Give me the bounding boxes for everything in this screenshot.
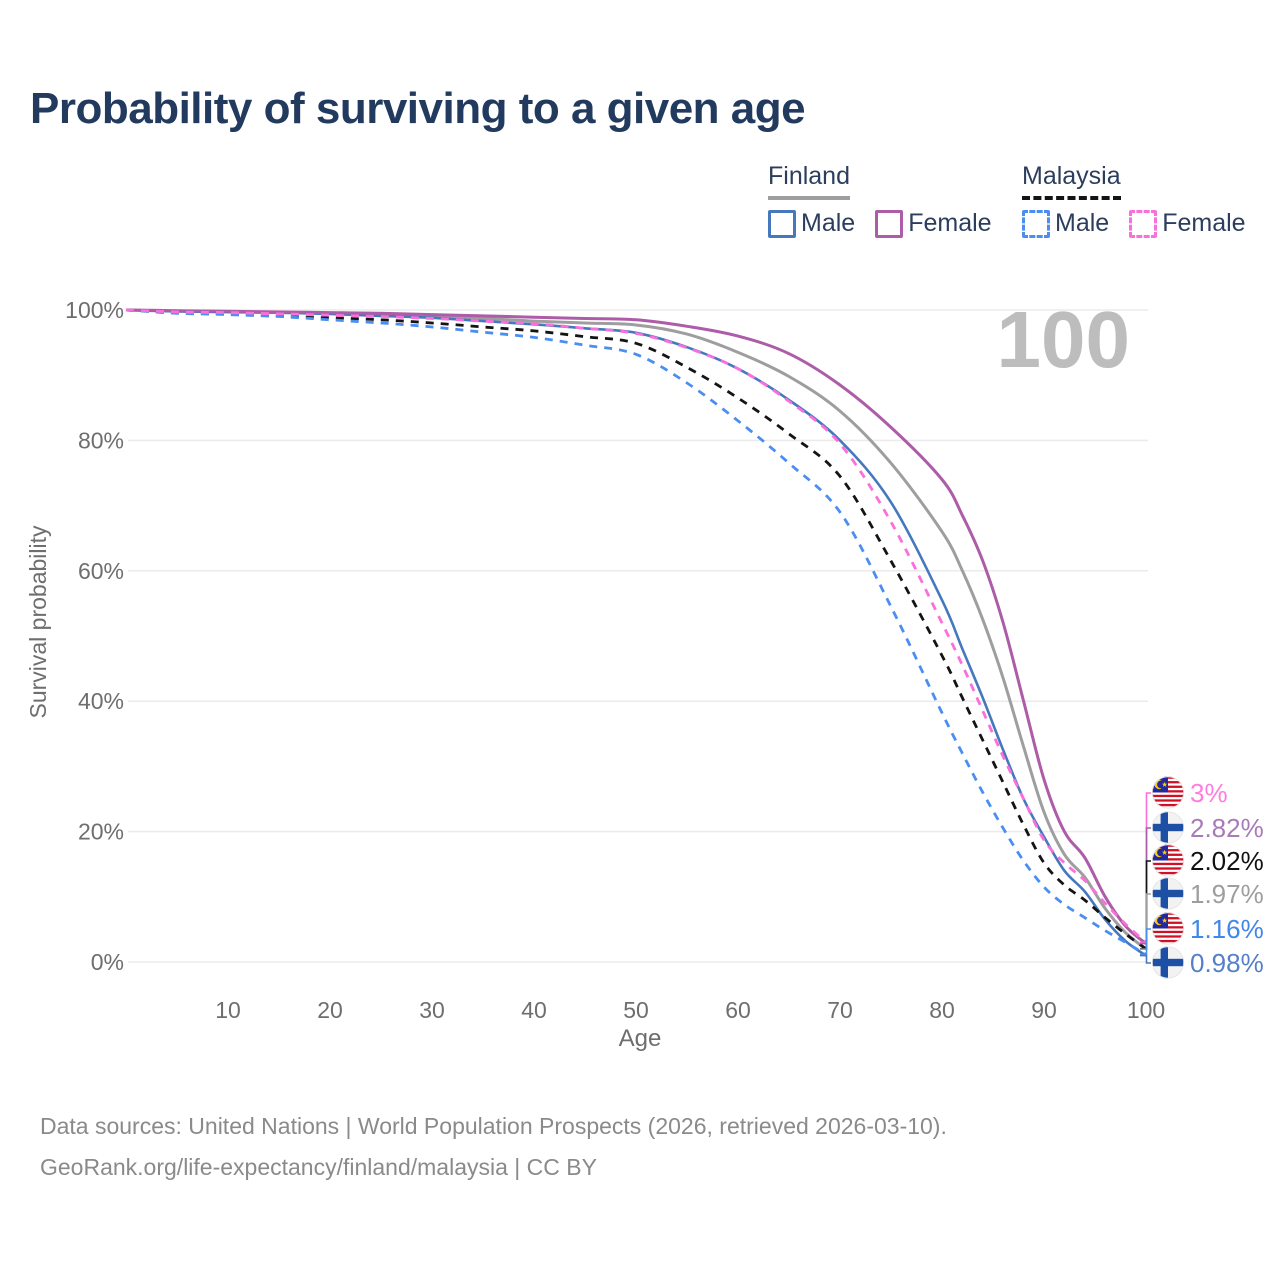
end-label-value: 0.98%	[1190, 948, 1264, 978]
x-tick-label: 90	[1031, 997, 1057, 1023]
connector-my-female	[1140, 792, 1151, 944]
source-line-2: GeoRank.org/life-expectancy/finland/mala…	[40, 1154, 597, 1180]
end-label-my-female: 3%	[1152, 777, 1228, 809]
legend-item-label: Male	[801, 209, 856, 237]
x-tick-label: 70	[827, 997, 853, 1023]
end-label-my-total: 2.02%	[1152, 845, 1264, 877]
curve-fi-female[interactable]	[125, 308, 1147, 945]
end-label-value: 2.02%	[1190, 846, 1264, 876]
x-axis-title: Age	[619, 1025, 662, 1052]
end-label-value: 3%	[1190, 778, 1228, 808]
legend-item-malaysia-female[interactable]: Female	[1129, 209, 1246, 238]
malaysia-flag	[1152, 845, 1184, 877]
malaysia-flag	[1152, 777, 1184, 809]
legend-item-finland-male[interactable]: Male	[768, 209, 855, 238]
y-tick-label: 40%	[78, 688, 124, 714]
malaysia-male-swatch-icon	[1022, 209, 1050, 238]
curve-my-female[interactable]	[125, 308, 1147, 944]
legend-item-finland-female[interactable]: Female	[875, 209, 992, 238]
page-title: Probability of surviving to a given age	[30, 84, 806, 133]
x-tick-label: 60	[725, 997, 751, 1023]
y-tick-label: 80%	[78, 427, 124, 453]
finland-flag	[1152, 878, 1184, 910]
y-tick-label: 0%	[91, 949, 124, 975]
end-labels: 3% 2.82%2.02%1.97% 1.16% 0.98%	[1152, 777, 1264, 979]
connector-fi-male	[1140, 954, 1151, 964]
legend-item-label: Female	[908, 209, 992, 237]
x-tick-label: 40	[521, 997, 547, 1023]
x-tick-label: 80	[929, 997, 955, 1023]
finland-flag	[1152, 947, 1184, 979]
x-tick-label: 50	[623, 997, 649, 1023]
legend-header-finland: Finland	[768, 162, 850, 200]
malaysia-female-swatch-icon	[1129, 209, 1158, 238]
connector-my-male	[1140, 928, 1151, 956]
end-label-value: 1.97%	[1190, 879, 1264, 909]
curve-fi-total[interactable]	[125, 308, 1147, 951]
finland-male-swatch-icon	[768, 209, 796, 238]
finland-flag	[1152, 812, 1184, 844]
survival-curves[interactable]	[125, 308, 1147, 957]
legend-item-label: Male	[1055, 209, 1110, 237]
x-tick-label: 100	[1127, 997, 1165, 1023]
legend-group-malaysia: Malaysia Male Female	[1022, 162, 1246, 238]
end-label-connectors	[1140, 792, 1151, 964]
y-tick-label: 20%	[78, 819, 124, 845]
gridlines	[128, 309, 1148, 963]
connector-my-total	[1140, 860, 1151, 950]
end-label-fi-female: 2.82%	[1152, 812, 1264, 844]
legend-item-label: Female	[1162, 209, 1246, 237]
y-tick-label: 100%	[65, 297, 124, 323]
end-label-fi-male: 0.98%	[1152, 947, 1264, 979]
end-label-fi-total: 1.97%	[1152, 878, 1264, 910]
age-watermark: 100	[997, 295, 1130, 384]
end-label-value: 2.82%	[1190, 813, 1264, 843]
x-tick-label: 10	[215, 997, 241, 1023]
finland-female-swatch-icon	[875, 209, 904, 238]
curve-my-male[interactable]	[125, 308, 1147, 956]
y-axis-title: Survival probability	[25, 525, 51, 719]
y-tick-label: 60%	[78, 558, 124, 584]
end-label-value: 1.16%	[1190, 914, 1264, 944]
curve-my-total[interactable]	[125, 308, 1147, 950]
x-tick-label: 20	[317, 997, 343, 1023]
connector-fi-female	[1140, 827, 1151, 945]
legend-item-malaysia-male[interactable]: Male	[1022, 209, 1109, 238]
x-axis-tick-labels: 10 20 30 40 50 60 70 80 90 100	[215, 997, 1165, 1023]
data-source-note: Data sources: United Nations | World Pop…	[40, 1106, 947, 1188]
malaysia-flag	[1152, 913, 1184, 945]
x-tick-label: 30	[419, 997, 445, 1023]
end-label-my-male: 1.16%	[1152, 913, 1264, 945]
legend-header-malaysia: Malaysia	[1022, 162, 1121, 200]
legend-group-finland: Finland Male Female	[768, 162, 992, 238]
connector-fi-total	[1140, 893, 1151, 950]
source-line-1: Data sources: United Nations | World Pop…	[40, 1113, 947, 1139]
y-axis-tick-labels: 100% 80% 60% 40% 20% 0%	[65, 297, 124, 975]
curve-fi-male[interactable]	[125, 308, 1147, 957]
